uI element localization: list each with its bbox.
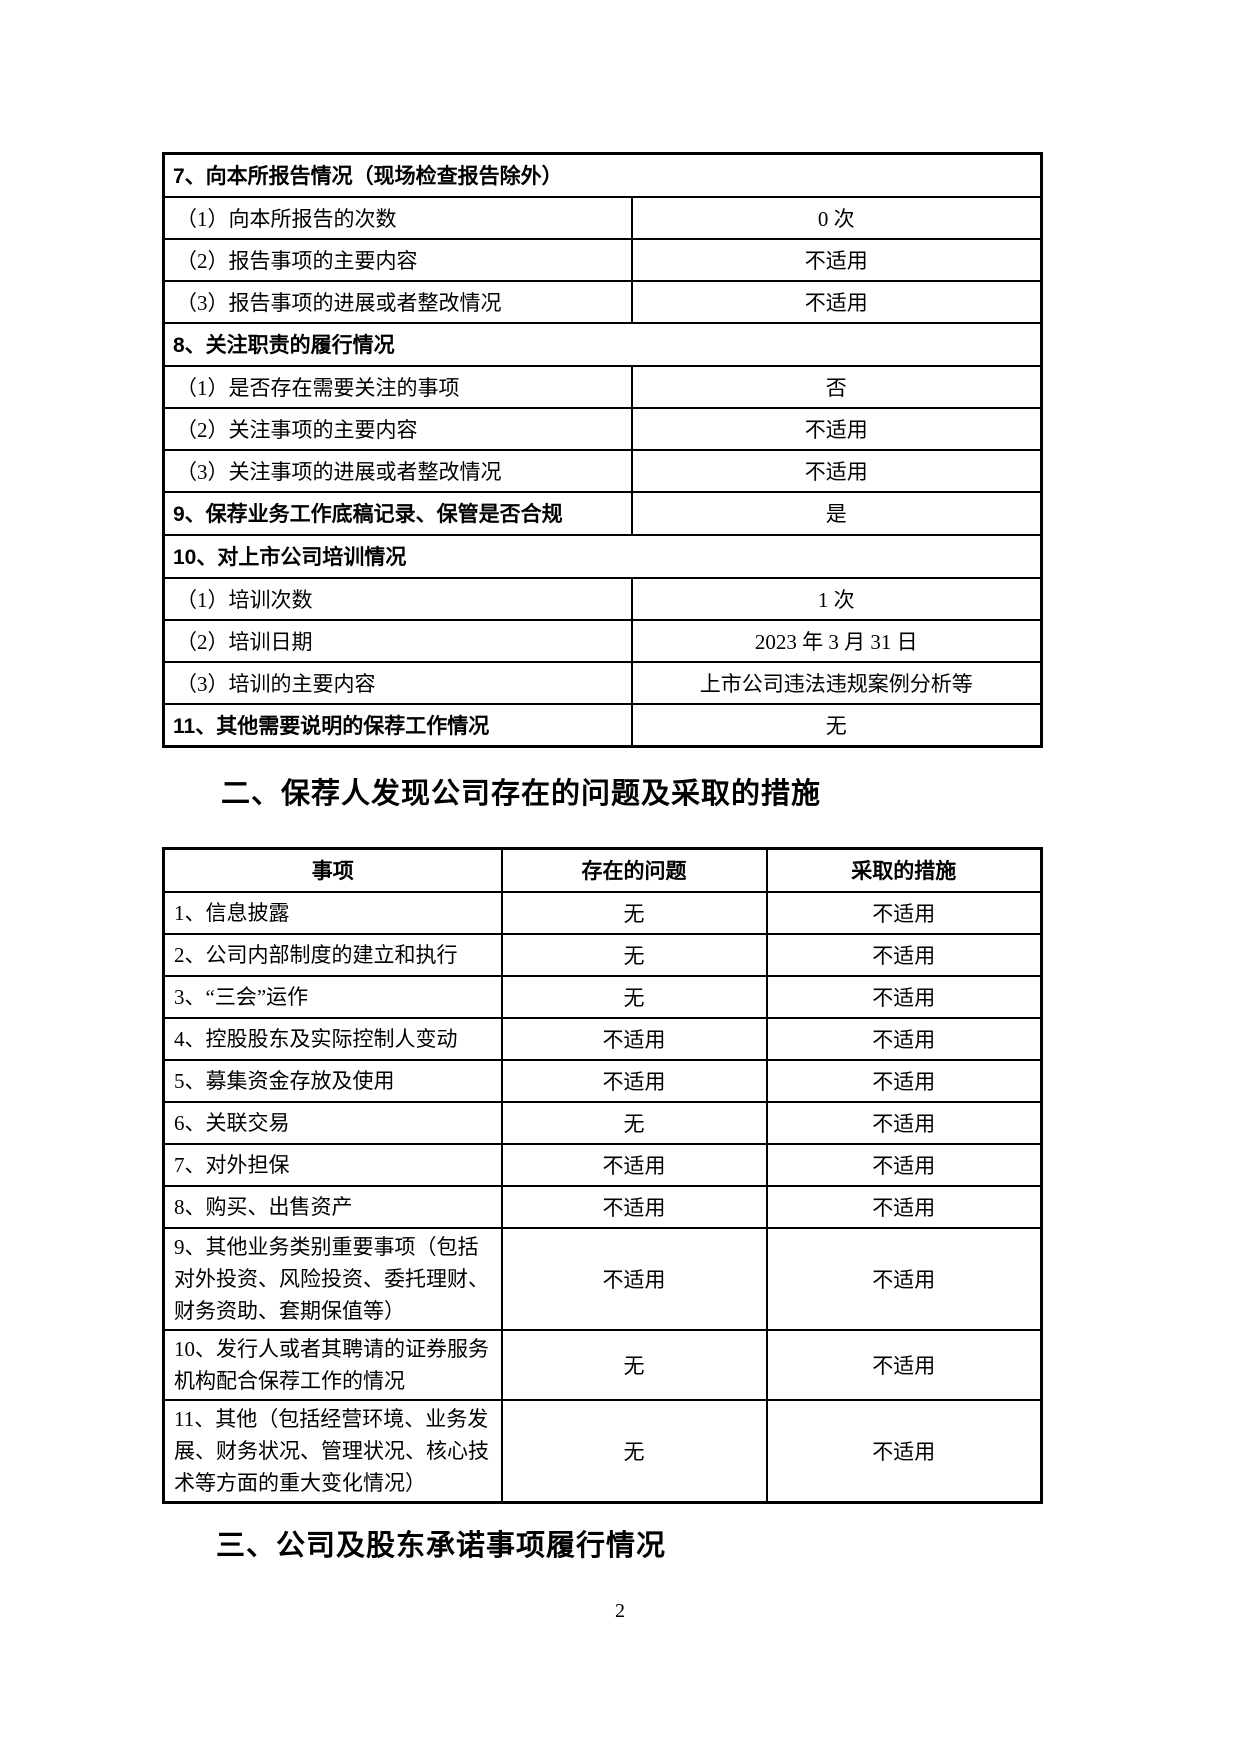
- section-heading-2: 二、保荐人发现公司存在的问题及采取的措施: [221, 778, 822, 810]
- row-problem: 无: [500, 1398, 768, 1503]
- row-problem: 不适用: [500, 1058, 768, 1103]
- table-row: 10、对上市公司培训情况: [162, 533, 1043, 579]
- table-row: 4、控股股东及实际控制人变动 不适用 不适用: [162, 1016, 1043, 1061]
- row-label: （3）报告事项的进展或者整改情况: [162, 279, 633, 324]
- table-row: 8、购买、出售资产 不适用 不适用: [162, 1184, 1043, 1229]
- sponsor-report-table: 7、向本所报告情况（现场检查报告除外） （1）向本所报告的次数 0 次 （2）报…: [162, 152, 1043, 748]
- row-value: 否: [630, 364, 1043, 409]
- column-header-measure: 采取的措施: [765, 847, 1043, 893]
- row-problem: 不适用: [500, 1142, 768, 1187]
- row-measure: 不适用: [765, 1398, 1043, 1503]
- row-label: （2）关注事项的主要内容: [162, 406, 633, 451]
- row-item: 9、其他业务类别重要事项（包括对外投资、风险投资、委托理财、财务资助、套期保值等…: [162, 1226, 503, 1331]
- table-row: （1）是否存在需要关注的事项 否: [162, 364, 1043, 409]
- table-row: 9、其他业务类别重要事项（包括对外投资、风险投资、委托理财、财务资助、套期保值等…: [162, 1226, 1043, 1331]
- row-measure: 不适用: [765, 1328, 1043, 1401]
- row-measure: 不适用: [765, 1184, 1043, 1229]
- row-label: （3）培训的主要内容: [162, 660, 633, 705]
- row-item: 4、控股股东及实际控制人变动: [162, 1016, 503, 1061]
- row-measure: 不适用: [765, 1142, 1043, 1187]
- row-label: （2）报告事项的主要内容: [162, 237, 633, 282]
- row-measure: 不适用: [765, 1226, 1043, 1331]
- row-item: 10、发行人或者其聘请的证券服务机构配合保荐工作的情况: [162, 1328, 503, 1401]
- section-row-label: 8、关注职责的履行情况: [162, 321, 1043, 367]
- row-measure: 不适用: [765, 1016, 1043, 1061]
- row-value: 2023 年 3 月 31 日: [630, 618, 1043, 663]
- row-item: 3、“三会”运作: [162, 974, 503, 1019]
- row-problem: 无: [500, 932, 768, 977]
- row-measure: 不适用: [765, 1100, 1043, 1145]
- table-row: （1）培训次数 1 次: [162, 576, 1043, 621]
- row-value: 无: [630, 702, 1043, 748]
- table-row: （3）培训的主要内容 上市公司违法违规案例分析等: [162, 660, 1043, 705]
- table-row: 3、“三会”运作 无 不适用: [162, 974, 1043, 1019]
- section-row-label: 7、向本所报告情况（现场检查报告除外）: [162, 152, 1043, 198]
- table-row: 8、关注职责的履行情况: [162, 321, 1043, 367]
- table-row: （2）报告事项的主要内容 不适用: [162, 237, 1043, 282]
- row-value: 不适用: [630, 406, 1043, 451]
- table-row: 2、公司内部制度的建立和执行 无 不适用: [162, 932, 1043, 977]
- row-item: 6、关联交易: [162, 1100, 503, 1145]
- section-row-label: 10、对上市公司培训情况: [162, 533, 1043, 579]
- table-row: 11、其他（包括经营环境、业务发展、财务状况、管理状况、核心技术等方面的重大变化…: [162, 1398, 1043, 1503]
- row-measure: 不适用: [765, 932, 1043, 977]
- row-item: 1、信息披露: [162, 890, 503, 935]
- row-label: （3）关注事项的进展或者整改情况: [162, 448, 633, 493]
- row-item: 7、对外担保: [162, 1142, 503, 1187]
- row-item: 11、其他（包括经营环境、业务发展、财务状况、管理状况、核心技术等方面的重大变化…: [162, 1398, 503, 1503]
- row-label: （1）培训次数: [162, 576, 633, 621]
- row-item: 2、公司内部制度的建立和执行: [162, 932, 503, 977]
- row-value: 不适用: [630, 448, 1043, 493]
- row-label: （2）培训日期: [162, 618, 633, 663]
- table-row: （2）关注事项的主要内容 不适用: [162, 406, 1043, 451]
- column-header-problem: 存在的问题: [500, 847, 768, 893]
- row-value: 上市公司违法违规案例分析等: [630, 660, 1043, 705]
- table-row: 11、其他需要说明的保荐工作情况 无: [162, 702, 1043, 748]
- row-item: 8、购买、出售资产: [162, 1184, 503, 1229]
- row-value: 不适用: [630, 279, 1043, 324]
- row-value: 0 次: [630, 195, 1043, 240]
- row-measure: 不适用: [765, 1058, 1043, 1103]
- row-measure: 不适用: [765, 974, 1043, 1019]
- row-problem: 无: [500, 890, 768, 935]
- table-row: （3）关注事项的进展或者整改情况 不适用: [162, 448, 1043, 493]
- table-header-row: 事项 存在的问题 采取的措施: [162, 847, 1043, 893]
- row-label: 9、保荐业务工作底稿记录、保管是否合规: [162, 490, 633, 536]
- row-problem: 无: [500, 1100, 768, 1145]
- table-row: （1）向本所报告的次数 0 次: [162, 195, 1043, 240]
- row-problem: 不适用: [500, 1184, 768, 1229]
- table-row: 9、保荐业务工作底稿记录、保管是否合规 是: [162, 490, 1043, 536]
- row-measure: 不适用: [765, 890, 1043, 935]
- row-value: 是: [630, 490, 1043, 536]
- row-label: （1）向本所报告的次数: [162, 195, 633, 240]
- page-number: 2: [615, 1600, 625, 1622]
- table-row: 5、募集资金存放及使用 不适用 不适用: [162, 1058, 1043, 1103]
- section-heading-3: 三、公司及股东承诺事项履行情况: [216, 1530, 667, 1562]
- row-problem: 无: [500, 1328, 768, 1401]
- table-row: 1、信息披露 无 不适用: [162, 890, 1043, 935]
- row-item: 5、募集资金存放及使用: [162, 1058, 503, 1103]
- issues-measures-table: 事项 存在的问题 采取的措施 1、信息披露 无 不适用 2、公司内部制度的建立和…: [162, 847, 1043, 1504]
- row-problem: 不适用: [500, 1016, 768, 1061]
- row-label: 11、其他需要说明的保荐工作情况: [162, 702, 633, 748]
- row-problem: 无: [500, 974, 768, 1019]
- column-header-item: 事项: [162, 847, 503, 893]
- row-value: 1 次: [630, 576, 1043, 621]
- table-row: 6、关联交易 无 不适用: [162, 1100, 1043, 1145]
- row-value: 不适用: [630, 237, 1043, 282]
- table-row: （3）报告事项的进展或者整改情况 不适用: [162, 279, 1043, 324]
- table-row: 7、对外担保 不适用 不适用: [162, 1142, 1043, 1187]
- table-row: 10、发行人或者其聘请的证券服务机构配合保荐工作的情况 无 不适用: [162, 1328, 1043, 1401]
- table-row: 7、向本所报告情况（现场检查报告除外）: [162, 152, 1043, 198]
- table-row: （2）培训日期 2023 年 3 月 31 日: [162, 618, 1043, 663]
- row-label: （1）是否存在需要关注的事项: [162, 364, 633, 409]
- row-problem: 不适用: [500, 1226, 768, 1331]
